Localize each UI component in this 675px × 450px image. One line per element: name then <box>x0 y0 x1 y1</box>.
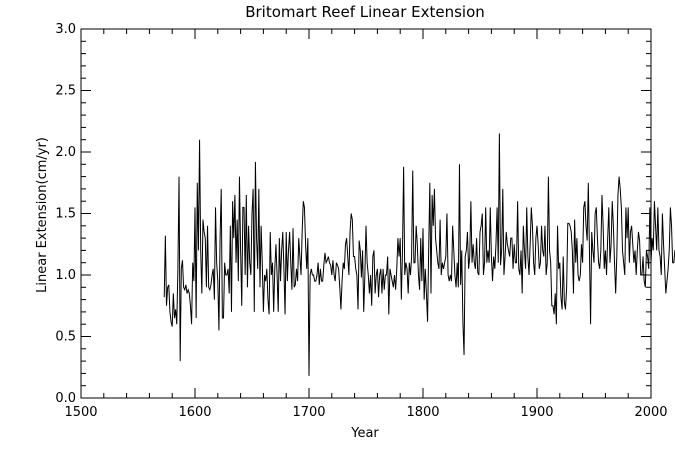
chart-title: Britomart Reef Linear Extension <box>245 3 485 21</box>
series-layer <box>163 133 675 376</box>
y-tick-label: 1.0 <box>55 268 76 283</box>
y-tick-label: 3.0 <box>55 22 76 37</box>
x-ticks: 1500 1600 1700 1800 1900 2000 <box>64 29 668 420</box>
plot-frame <box>80 28 652 399</box>
y-tick-label: 2.0 <box>55 145 76 160</box>
y-tick-label: 0.0 <box>55 391 76 406</box>
y-tick-label: 1.5 <box>55 207 76 222</box>
y-ticks: 0.0 0.5 1.0 1.5 2.0 2.5 3.0 <box>55 22 651 406</box>
x-tick-label: 1700 <box>292 405 325 420</box>
y-tick-label: 2.5 <box>55 84 76 99</box>
x-tick-label: 2000 <box>634 405 667 420</box>
x-tick-label: 1500 <box>64 405 97 420</box>
x-tick-label: 1800 <box>406 405 439 420</box>
x-tick-label: 1900 <box>520 405 553 420</box>
y-tick-label: 0.5 <box>55 330 76 345</box>
series-line-0 <box>163 133 675 376</box>
y-axis-label: Linear Extension(cm/yr) <box>35 137 50 293</box>
x-axis-label: Year <box>350 426 379 441</box>
x-tick-label: 1600 <box>178 405 211 420</box>
